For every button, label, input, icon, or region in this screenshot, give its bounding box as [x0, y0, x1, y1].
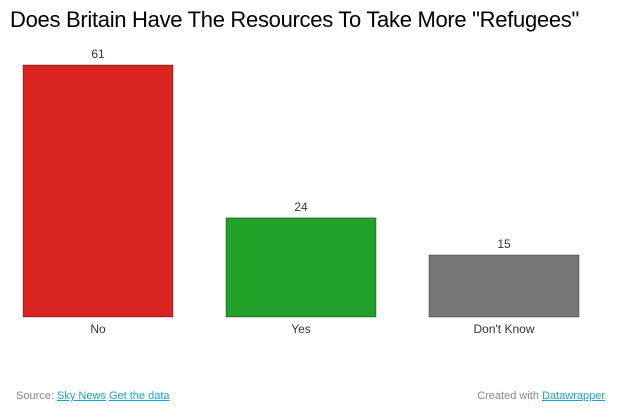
source-label: Source:	[16, 390, 54, 402]
chart-title: Does Britain Have The Resources To Take …	[10, 7, 579, 32]
get-data-link[interactable]: Get the data	[108, 390, 170, 402]
category-label-don-t-know: Don't Know	[474, 322, 535, 336]
category-label-no: No	[90, 322, 106, 336]
credit-note: Created with Datawrapper	[477, 390, 605, 402]
value-label-don-t-know: 15	[497, 237, 511, 251]
bar-no	[22, 64, 174, 318]
bar-don-t-know	[428, 254, 580, 318]
source-note: Source: Sky News Get the data	[16, 390, 170, 402]
value-label-yes: 24	[294, 200, 308, 214]
bar-yes	[225, 217, 377, 318]
source-link[interactable]: Sky News	[56, 390, 106, 402]
value-label-no: 61	[91, 47, 105, 61]
datawrapper-link[interactable]: Datawrapper	[542, 390, 605, 402]
credit-label: Created with	[477, 390, 539, 402]
category-label-yes: Yes	[291, 322, 311, 336]
